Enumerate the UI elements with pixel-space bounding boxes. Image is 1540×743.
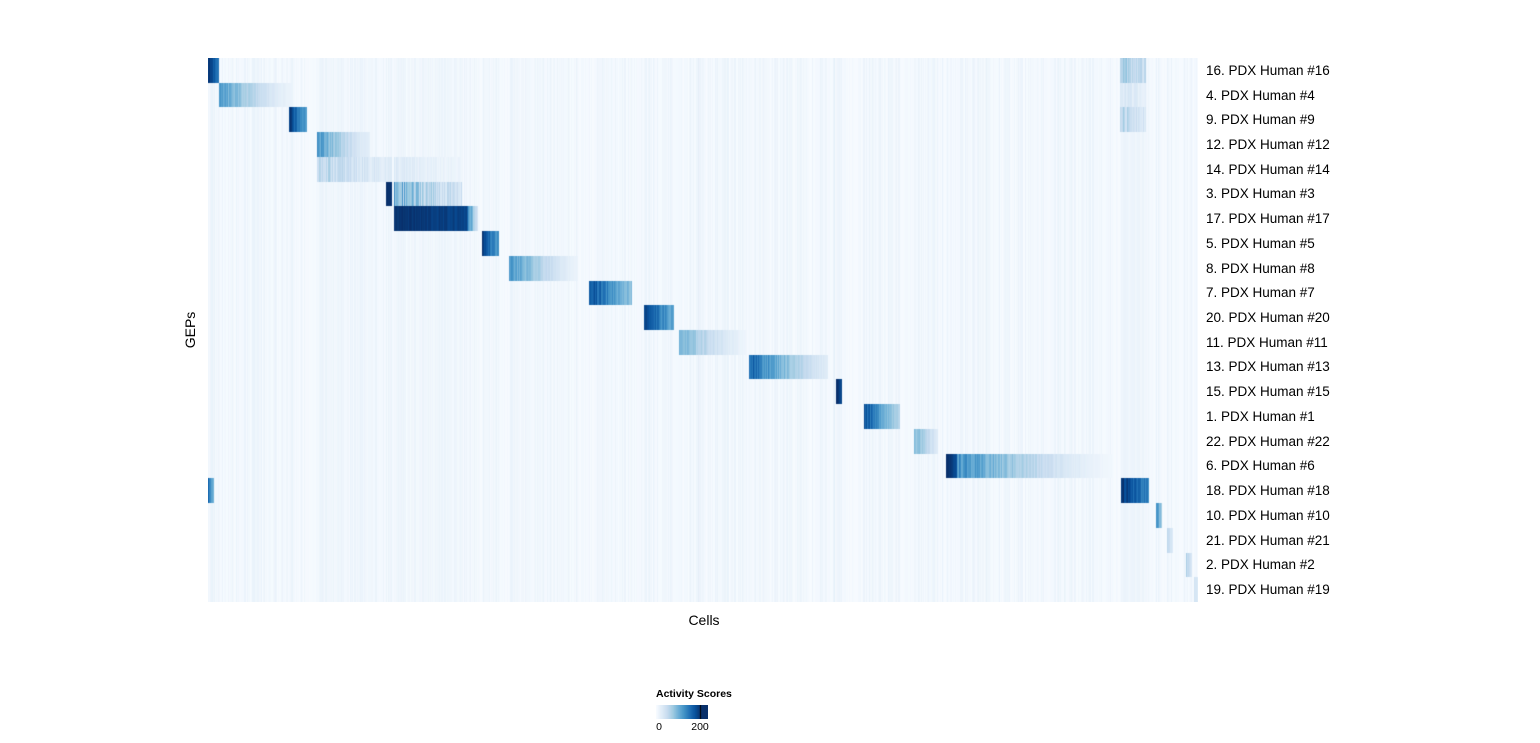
row-label: 8. PDX Human #8 (1206, 260, 1315, 276)
row-label: 17. PDX Human #17 (1206, 211, 1330, 227)
y-axis-label: GEPs (182, 311, 198, 349)
row-label: 14. PDX Human #14 (1206, 161, 1330, 177)
row-label: 9. PDX Human #9 (1206, 112, 1315, 128)
row-label: 16. PDX Human #16 (1206, 62, 1330, 78)
legend-ticks: 0 200 (656, 721, 796, 735)
row-label: 10. PDX Human #10 (1206, 507, 1330, 523)
row-label: 6. PDX Human #6 (1206, 458, 1315, 474)
row-label: 3. PDX Human #3 (1206, 186, 1315, 202)
row-label: 1. PDX Human #1 (1206, 408, 1315, 424)
legend-gradient-bar (656, 705, 708, 719)
row-label: 4. PDX Human #4 (1206, 87, 1315, 103)
row-label: 19. PDX Human #19 (1206, 581, 1330, 597)
row-label: 13. PDX Human #13 (1206, 359, 1330, 375)
row-label: 20. PDX Human #20 (1206, 310, 1330, 326)
row-label: 5. PDX Human #5 (1206, 235, 1315, 251)
row-labels: 16. PDX Human #16 4. PDX Human #4 9. PDX H… (1206, 58, 1536, 602)
row-label: 18. PDX Human #18 (1206, 483, 1330, 499)
legend: Activity Scores 0 200 (656, 688, 796, 735)
row-label: 12. PDX Human #12 (1206, 137, 1330, 153)
legend-tick-max: 200 (691, 721, 709, 733)
row-label: 15. PDX Human #15 (1206, 384, 1330, 400)
heatmap-canvas (208, 58, 1198, 602)
row-label: 2. PDX Human #2 (1206, 557, 1315, 573)
row-label: 22. PDX Human #22 (1206, 433, 1330, 449)
x-axis-label: Cells (688, 612, 720, 628)
legend-tick-min: 0 (656, 721, 662, 733)
legend-title: Activity Scores (656, 688, 732, 700)
row-label: 11. PDX Human #11 (1206, 334, 1328, 350)
row-label: 7. PDX Human #7 (1206, 285, 1315, 301)
row-label: 21. PDX Human #21 (1206, 532, 1330, 548)
